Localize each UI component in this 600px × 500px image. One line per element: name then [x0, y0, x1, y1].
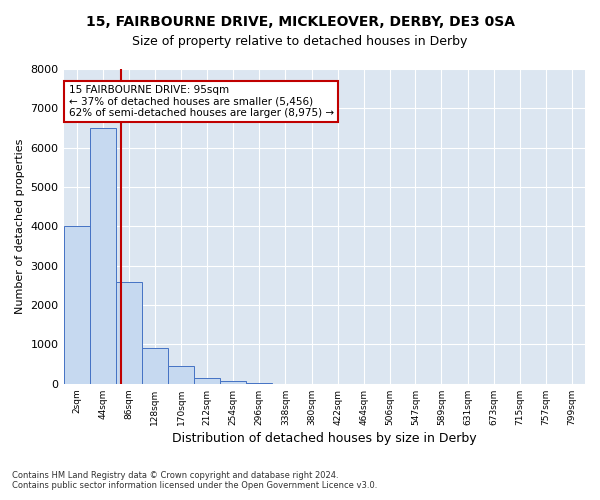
Y-axis label: Number of detached properties: Number of detached properties [15, 138, 25, 314]
Bar [64, 226, 89, 384]
Text: Size of property relative to detached houses in Derby: Size of property relative to detached ho… [133, 35, 467, 48]
Bar [168, 366, 194, 384]
X-axis label: Distribution of detached houses by size in Derby: Distribution of detached houses by size … [172, 432, 476, 445]
Bar [246, 383, 272, 384]
Text: Contains HM Land Registry data © Crown copyright and database right 2024.
Contai: Contains HM Land Registry data © Crown c… [12, 470, 377, 490]
Bar [220, 380, 246, 384]
Bar [116, 282, 142, 384]
Text: 15, FAIRBOURNE DRIVE, MICKLEOVER, DERBY, DE3 0SA: 15, FAIRBOURNE DRIVE, MICKLEOVER, DERBY,… [86, 15, 515, 29]
Bar [89, 128, 116, 384]
Bar [194, 378, 220, 384]
Text: 15 FAIRBOURNE DRIVE: 95sqm
← 37% of detached houses are smaller (5,456)
62% of s: 15 FAIRBOURNE DRIVE: 95sqm ← 37% of deta… [68, 84, 334, 118]
Bar [142, 348, 168, 384]
